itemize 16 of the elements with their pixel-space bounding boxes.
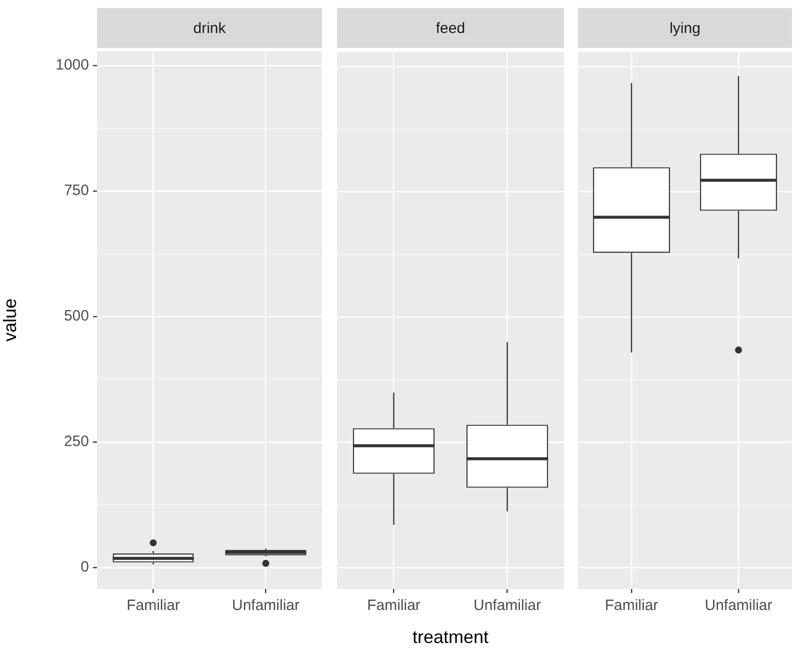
- x-tick-label: Unfamiliar: [704, 597, 772, 614]
- x-tick-label: Familiar: [604, 597, 658, 614]
- y-tick-label: 500: [64, 308, 89, 325]
- y-tick-label: 250: [64, 433, 89, 450]
- x-tick-label: Familiar: [367, 597, 420, 614]
- y-tick-label: 1000: [56, 56, 89, 74]
- chart-title: lying: [578, 8, 792, 48]
- x-tick-label: Unfamiliar: [473, 597, 542, 614]
- x-tick-label: Familiar: [126, 597, 180, 614]
- x-axis-title: treatment: [412, 627, 489, 648]
- y-tick-label: 0: [80, 558, 89, 576]
- x-tick-label: Unfamiliar: [232, 597, 300, 614]
- chart-title: drink: [97, 8, 322, 48]
- y-tick-label: 750: [64, 182, 89, 200]
- y-axis-title: value: [0, 298, 20, 342]
- chart-title: feed: [337, 8, 564, 48]
